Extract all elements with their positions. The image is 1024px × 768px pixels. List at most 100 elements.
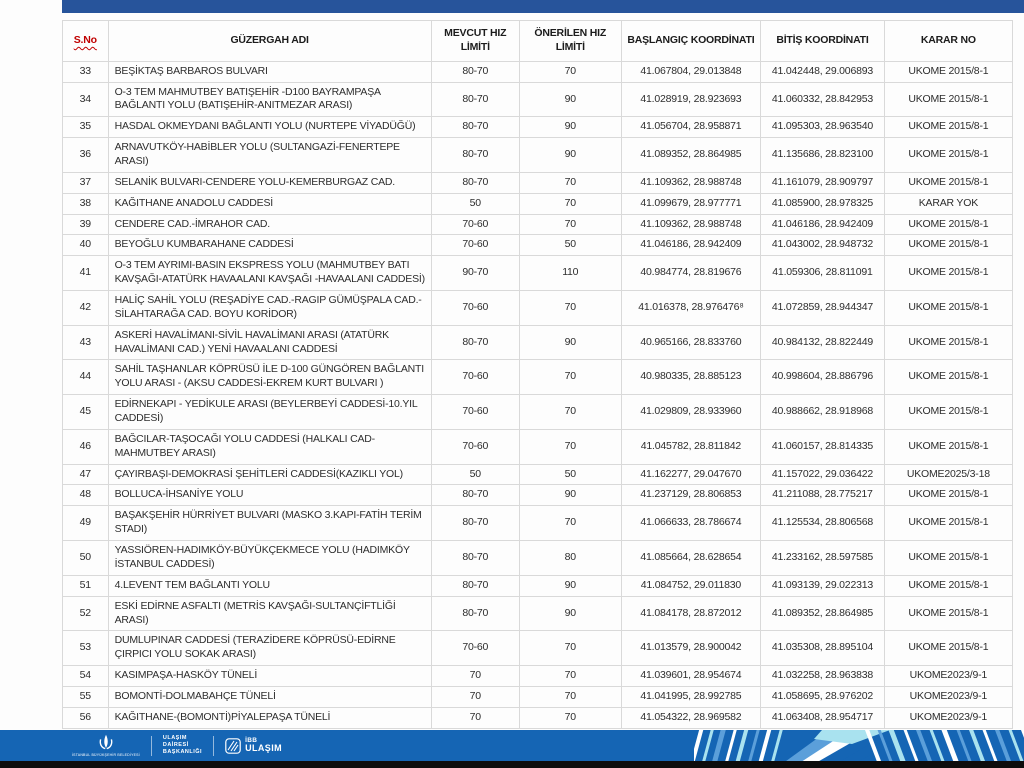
- cell-route: 4.LEVENT TEM BAĞLANTI YOLU: [107, 574, 432, 597]
- column-header-start: BAŞLANGIÇ KOORDİNATI: [620, 20, 762, 62]
- cell-route: BEYOĞLU KUMBARAHANE CADDESİ: [107, 234, 432, 257]
- cell-decision: UKOME 2015/8-1: [883, 255, 1014, 292]
- cell-current: 70: [430, 706, 520, 729]
- cell-current: 90-70: [430, 255, 520, 292]
- cell-route: O-3 TEM AYRIMI-BASIN EKSPRESS YOLU (MAHM…: [107, 255, 432, 292]
- cell-current: 80-70: [430, 324, 520, 361]
- ibb-ulasim-logo: İBB ULAŞIM: [225, 737, 282, 754]
- cell-current: 80-70: [430, 540, 520, 576]
- table-row: 49 BAŞAKŞEHİR HÜRRİYET BULVARI (MASKO 3.K…: [62, 505, 1014, 542]
- cell-start: 41.089352, 28.864985: [620, 137, 762, 173]
- cell-proposed: 70: [518, 706, 622, 729]
- cell-sno: 47: [62, 463, 109, 486]
- cell-proposed: 70: [518, 60, 622, 83]
- cell-proposed: 70: [518, 394, 622, 430]
- cell-end: 41.035308, 28.895104: [760, 630, 885, 667]
- cell-proposed: 110: [518, 255, 622, 292]
- cell-route: YASSIÖREN-HADIMKÖY-BÜYÜKÇEKMECE YOLU (HA…: [107, 540, 432, 576]
- cell-proposed: 70: [518, 290, 622, 326]
- cell-start: 40.965166, 28.833760: [620, 324, 762, 361]
- cell-sno: 52: [62, 595, 109, 632]
- cell-end: 41.059306, 28.811091: [760, 255, 885, 292]
- cell-sno: 49: [62, 505, 109, 542]
- cell-end: 41.043002, 28.948732: [760, 234, 885, 257]
- cell-route: ARNAVUTKÖY-HABİBLER YOLU (SULTANGAZİ-FEN…: [107, 137, 432, 173]
- cell-route: HALİÇ SAHİL YOLU (REŞADİYE CAD.-RAGIP GÜ…: [107, 290, 432, 326]
- footer-logos: İSTANBUL BÜYÜKŞEHİR BELEDİYESİ ULAŞIM DA…: [0, 734, 282, 758]
- cell-current: 50: [430, 463, 520, 486]
- table-row: 51 4.LEVENT TEM BAĞLANTI YOLU 80-70 90 41.08…: [62, 574, 1014, 597]
- table-row: 48 BOLLUCA-İHSANİYE YOLU 80-70 90 41.237129,…: [62, 484, 1014, 507]
- cell-sno: 44: [62, 359, 109, 396]
- cell-start: 41.041995, 28.992785: [620, 685, 762, 708]
- table-row: 37 SELANİK BULVARI-CENDERE YOLU-KEMERBURG…: [62, 171, 1014, 194]
- cell-end: 41.060157, 28.814335: [760, 428, 885, 465]
- header-row: S.No GÜZERGAH ADI MEVCUT HIZ LİMİTİ ÖNERİLE…: [62, 20, 1014, 62]
- table-row: 44 SAHİL TAŞHANLAR KÖPRÜSÜ İLE D-100 GÜNG…: [62, 359, 1014, 396]
- cell-sno: 35: [62, 116, 109, 139]
- cell-proposed: 90: [518, 595, 622, 632]
- cell-current: 80-70: [430, 505, 520, 542]
- cell-sno: 37: [62, 171, 109, 194]
- cell-start: 41.013579, 28.900042: [620, 630, 762, 667]
- cell-end: 40.988662, 28.918968: [760, 394, 885, 430]
- table-row: 39 CENDERE CAD.-İMRAHOR CAD. 70-60 70 41.109…: [62, 213, 1014, 236]
- cell-decision: UKOME 2015/8-1: [883, 428, 1014, 465]
- cell-current: 80-70: [430, 574, 520, 597]
- cell-current: 80-70: [430, 81, 520, 118]
- cell-end: 40.984132, 28.822449: [760, 324, 885, 361]
- cell-decision: UKOME 2015/8-1: [883, 484, 1014, 507]
- cell-proposed: 70: [518, 192, 622, 215]
- cell-start: 41.237129, 28.806853: [620, 484, 762, 507]
- cell-proposed: 50: [518, 463, 622, 486]
- column-header-proposed: ÖNERİLEN HIZ LİMİTİ: [518, 20, 622, 62]
- footer-divider: [150, 735, 152, 756]
- cell-start: 41.029809, 28.933960: [620, 394, 762, 430]
- cell-sno: 38: [62, 192, 109, 215]
- speed-table-body: 33 BEŞİKTAŞ BARBAROS BULVARI 80-70 70 41.067…: [62, 60, 1014, 729]
- ibb-ulasim-wordmark: İBB ULAŞIM: [245, 737, 282, 754]
- cell-start: 41.039601, 28.954674: [620, 665, 762, 687]
- top-banner-strip: [62, 0, 1024, 13]
- cell-start: 41.099679, 28.977771: [620, 192, 762, 215]
- cell-sno: 39: [62, 213, 109, 236]
- cell-proposed: 70: [518, 665, 622, 687]
- cell-current: 80-70: [430, 60, 520, 83]
- cell-sno: 33: [62, 60, 109, 83]
- cell-proposed: 70: [518, 213, 622, 236]
- cell-decision: UKOME2023/9-1: [883, 706, 1014, 729]
- cell-decision: UKOME 2015/8-1: [883, 394, 1014, 430]
- cell-current: 80-70: [430, 595, 520, 632]
- cell-sno: 51: [62, 574, 109, 597]
- table-row: 56 KAĞITHANE-(BOMONTİ)PİYALEPAŞA TÜNELİ 70…: [62, 706, 1014, 729]
- cell-start: 41.056704, 28.958871: [620, 116, 762, 139]
- cell-decision: UKOME 2015/8-1: [883, 290, 1014, 326]
- cell-proposed: 90: [518, 81, 622, 118]
- table-row: 42 HALİÇ SAHİL YOLU (REŞADİYE CAD.-RAGIP …: [62, 290, 1014, 326]
- cell-route: DUMLUPINAR CADDESİ (TERAZİDERE KÖPRÜSÜ-E…: [107, 630, 432, 667]
- cell-current: 80-70: [430, 116, 520, 139]
- cell-proposed: 70: [518, 171, 622, 194]
- table-row: 36 ARNAVUTKÖY-HABİBLER YOLU (SULTANGAZİ-F…: [62, 137, 1014, 173]
- column-header-decision: KARAR NO: [883, 20, 1014, 62]
- cell-end: 41.046186, 28.942409: [760, 213, 885, 236]
- cell-start: 41.067804, 29.013848: [620, 60, 762, 83]
- department-line1: ULAŞIM: [162, 734, 187, 741]
- cell-start: 41.085664, 28.628654: [620, 540, 762, 576]
- cell-route: ASKERİ HAVALİMANI-SİVİL HAVALİMANI ARASI…: [107, 324, 432, 361]
- cell-current: 80-70: [430, 171, 520, 194]
- cell-start: 40.980335, 28.885123: [620, 359, 762, 396]
- cell-route: KAĞITHANE-(BOMONTİ)PİYALEPAŞA TÜNELİ: [107, 706, 432, 729]
- cell-decision: UKOME 2015/8-1: [883, 324, 1014, 361]
- cell-route: BAŞAKŞEHİR HÜRRİYET BULVARI (MASKO 3.KAP…: [107, 505, 432, 542]
- cell-current: 80-70: [430, 137, 520, 173]
- cell-route: ESKİ EDİRNE ASFALTI (METRİS KAVŞAĞI-SULT…: [107, 595, 432, 632]
- cell-current: 70-60: [430, 359, 520, 396]
- column-header-sno: S.No: [62, 20, 109, 62]
- cell-decision: UKOME 2015/8-1: [883, 505, 1014, 542]
- cell-proposed: 70: [518, 428, 622, 465]
- cell-end: 41.211088, 28.775217: [760, 484, 885, 507]
- department-line2: DAİRESİ: [162, 741, 189, 748]
- cell-end: 41.161079, 28.909797: [760, 171, 885, 194]
